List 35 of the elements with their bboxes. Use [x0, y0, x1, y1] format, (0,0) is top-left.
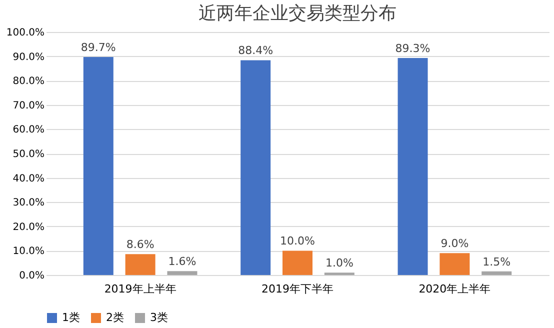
- y-tick-label: 30.0%: [12, 198, 44, 209]
- chart-title: 近两年企业交易类型分布: [198, 3, 396, 24]
- y-tick-label: 0.0%: [19, 270, 44, 282]
- data-label: 1.5%: [482, 255, 511, 268]
- bar: [482, 271, 512, 275]
- legend-label: 2类: [106, 311, 124, 324]
- y-tick-label: 50.0%: [12, 149, 44, 160]
- y-tick-label: 10.0%: [12, 246, 44, 258]
- y-tick-label: 60.0%: [12, 124, 44, 136]
- data-label: 9.0%: [440, 237, 469, 250]
- bar: [83, 57, 114, 275]
- data-label: 10.0%: [280, 234, 315, 248]
- y-tick-label: 100.0%: [6, 28, 44, 38]
- x-tick-label: 2020年上半年: [418, 282, 491, 296]
- bar: [240, 60, 271, 275]
- x-tick-label: 2019年上半年: [104, 282, 176, 296]
- data-label: 8.6%: [126, 238, 154, 252]
- data-label: 89.7%: [80, 41, 116, 54]
- bar: [282, 250, 312, 275]
- y-tick-label: 80.0%: [12, 76, 44, 88]
- bar: [167, 271, 198, 275]
- y-tick-label: 40.0%: [12, 173, 44, 184]
- y-tick-label: 90.0%: [12, 52, 44, 63]
- data-label: 1.6%: [168, 255, 196, 268]
- bar: [398, 58, 428, 275]
- bar: [125, 254, 156, 275]
- data-label: 88.4%: [238, 44, 274, 58]
- legend-label: 3类: [150, 311, 168, 324]
- bar: [440, 253, 470, 275]
- data-label: 1.0%: [325, 256, 354, 270]
- y-tick-label: 70.0%: [12, 100, 44, 112]
- x-tick-label: 2019年下半年: [262, 282, 334, 296]
- data-label: 89.3%: [395, 42, 430, 55]
- legend-label: 1类: [62, 311, 80, 324]
- y-tick-label: 20.0%: [12, 222, 44, 233]
